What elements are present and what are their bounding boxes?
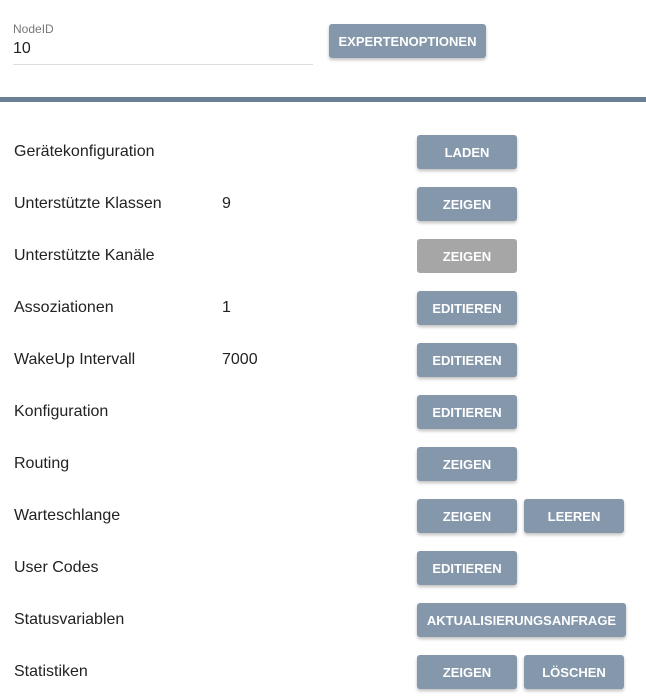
editieren-button[interactable]: EDITIEREN — [417, 395, 517, 429]
nodeid-label: NodeID — [13, 22, 54, 36]
zeigen-button[interactable]: ZEIGEN — [417, 655, 517, 689]
list-item: Warteschlange ZEIGEN LEEREN — [0, 499, 646, 533]
row-label: User Codes — [14, 559, 99, 576]
row-label: Assoziationen — [14, 299, 114, 316]
list-item: User Codes EDITIEREN — [0, 551, 646, 585]
list-item: Unterstützte Kanäle ZEIGEN — [0, 239, 646, 273]
editieren-button[interactable]: EDITIEREN — [417, 291, 517, 325]
row-label: Statistiken — [14, 663, 88, 680]
zeigen-button[interactable]: ZEIGEN — [417, 499, 517, 533]
list-item: Statusvariablen AKTUALISIERUNGSANFRAGE — [0, 603, 646, 637]
editieren-button[interactable]: EDITIEREN — [417, 551, 517, 585]
expert-options-button[interactable]: EXPERTENOPTIONEN — [329, 24, 486, 58]
laden-button[interactable]: LADEN — [417, 135, 517, 169]
list-item: Assoziationen 1 EDITIEREN — [0, 291, 646, 325]
aktualisierungsanfrage-button[interactable]: AKTUALISIERUNGSANFRAGE — [417, 603, 626, 637]
divider — [0, 97, 646, 102]
row-label: Unterstützte Klassen — [14, 195, 162, 212]
row-value: 9 — [222, 195, 231, 212]
lschen-button[interactable]: LÖSCHEN — [524, 655, 624, 689]
row-value: 7000 — [222, 351, 258, 368]
list-item: Unterstützte Klassen 9 ZEIGEN — [0, 187, 646, 221]
row-label: Gerätekonfiguration — [14, 143, 155, 160]
row-label: Statusvariablen — [14, 611, 125, 628]
nodeid-input[interactable]: 10 — [13, 40, 313, 65]
leeren-button[interactable]: LEEREN — [524, 499, 624, 533]
list-item: Routing ZEIGEN — [0, 447, 646, 481]
row-label: Konfiguration — [14, 403, 109, 420]
list-item: WakeUp Intervall 7000 EDITIEREN — [0, 343, 646, 377]
row-label: Unterstützte Kanäle — [14, 247, 155, 264]
row-value: 1 — [222, 299, 231, 316]
zeigen-button[interactable]: ZEIGEN — [417, 447, 517, 481]
row-label: WakeUp Intervall — [14, 351, 136, 368]
zeigen-button[interactable]: ZEIGEN — [417, 187, 517, 221]
editieren-button[interactable]: EDITIEREN — [417, 343, 517, 377]
nodeid-field[interactable]: NodeID 10 — [13, 22, 313, 65]
list-item: Konfiguration EDITIEREN — [0, 395, 646, 429]
zeigen-button[interactable]: ZEIGEN — [417, 239, 517, 273]
row-label: Warteschlange — [14, 507, 121, 524]
row-label: Routing — [14, 455, 70, 472]
list-item: Gerätekonfiguration LADEN — [0, 135, 646, 169]
list-item: Statistiken ZEIGEN LÖSCHEN — [0, 655, 646, 689]
